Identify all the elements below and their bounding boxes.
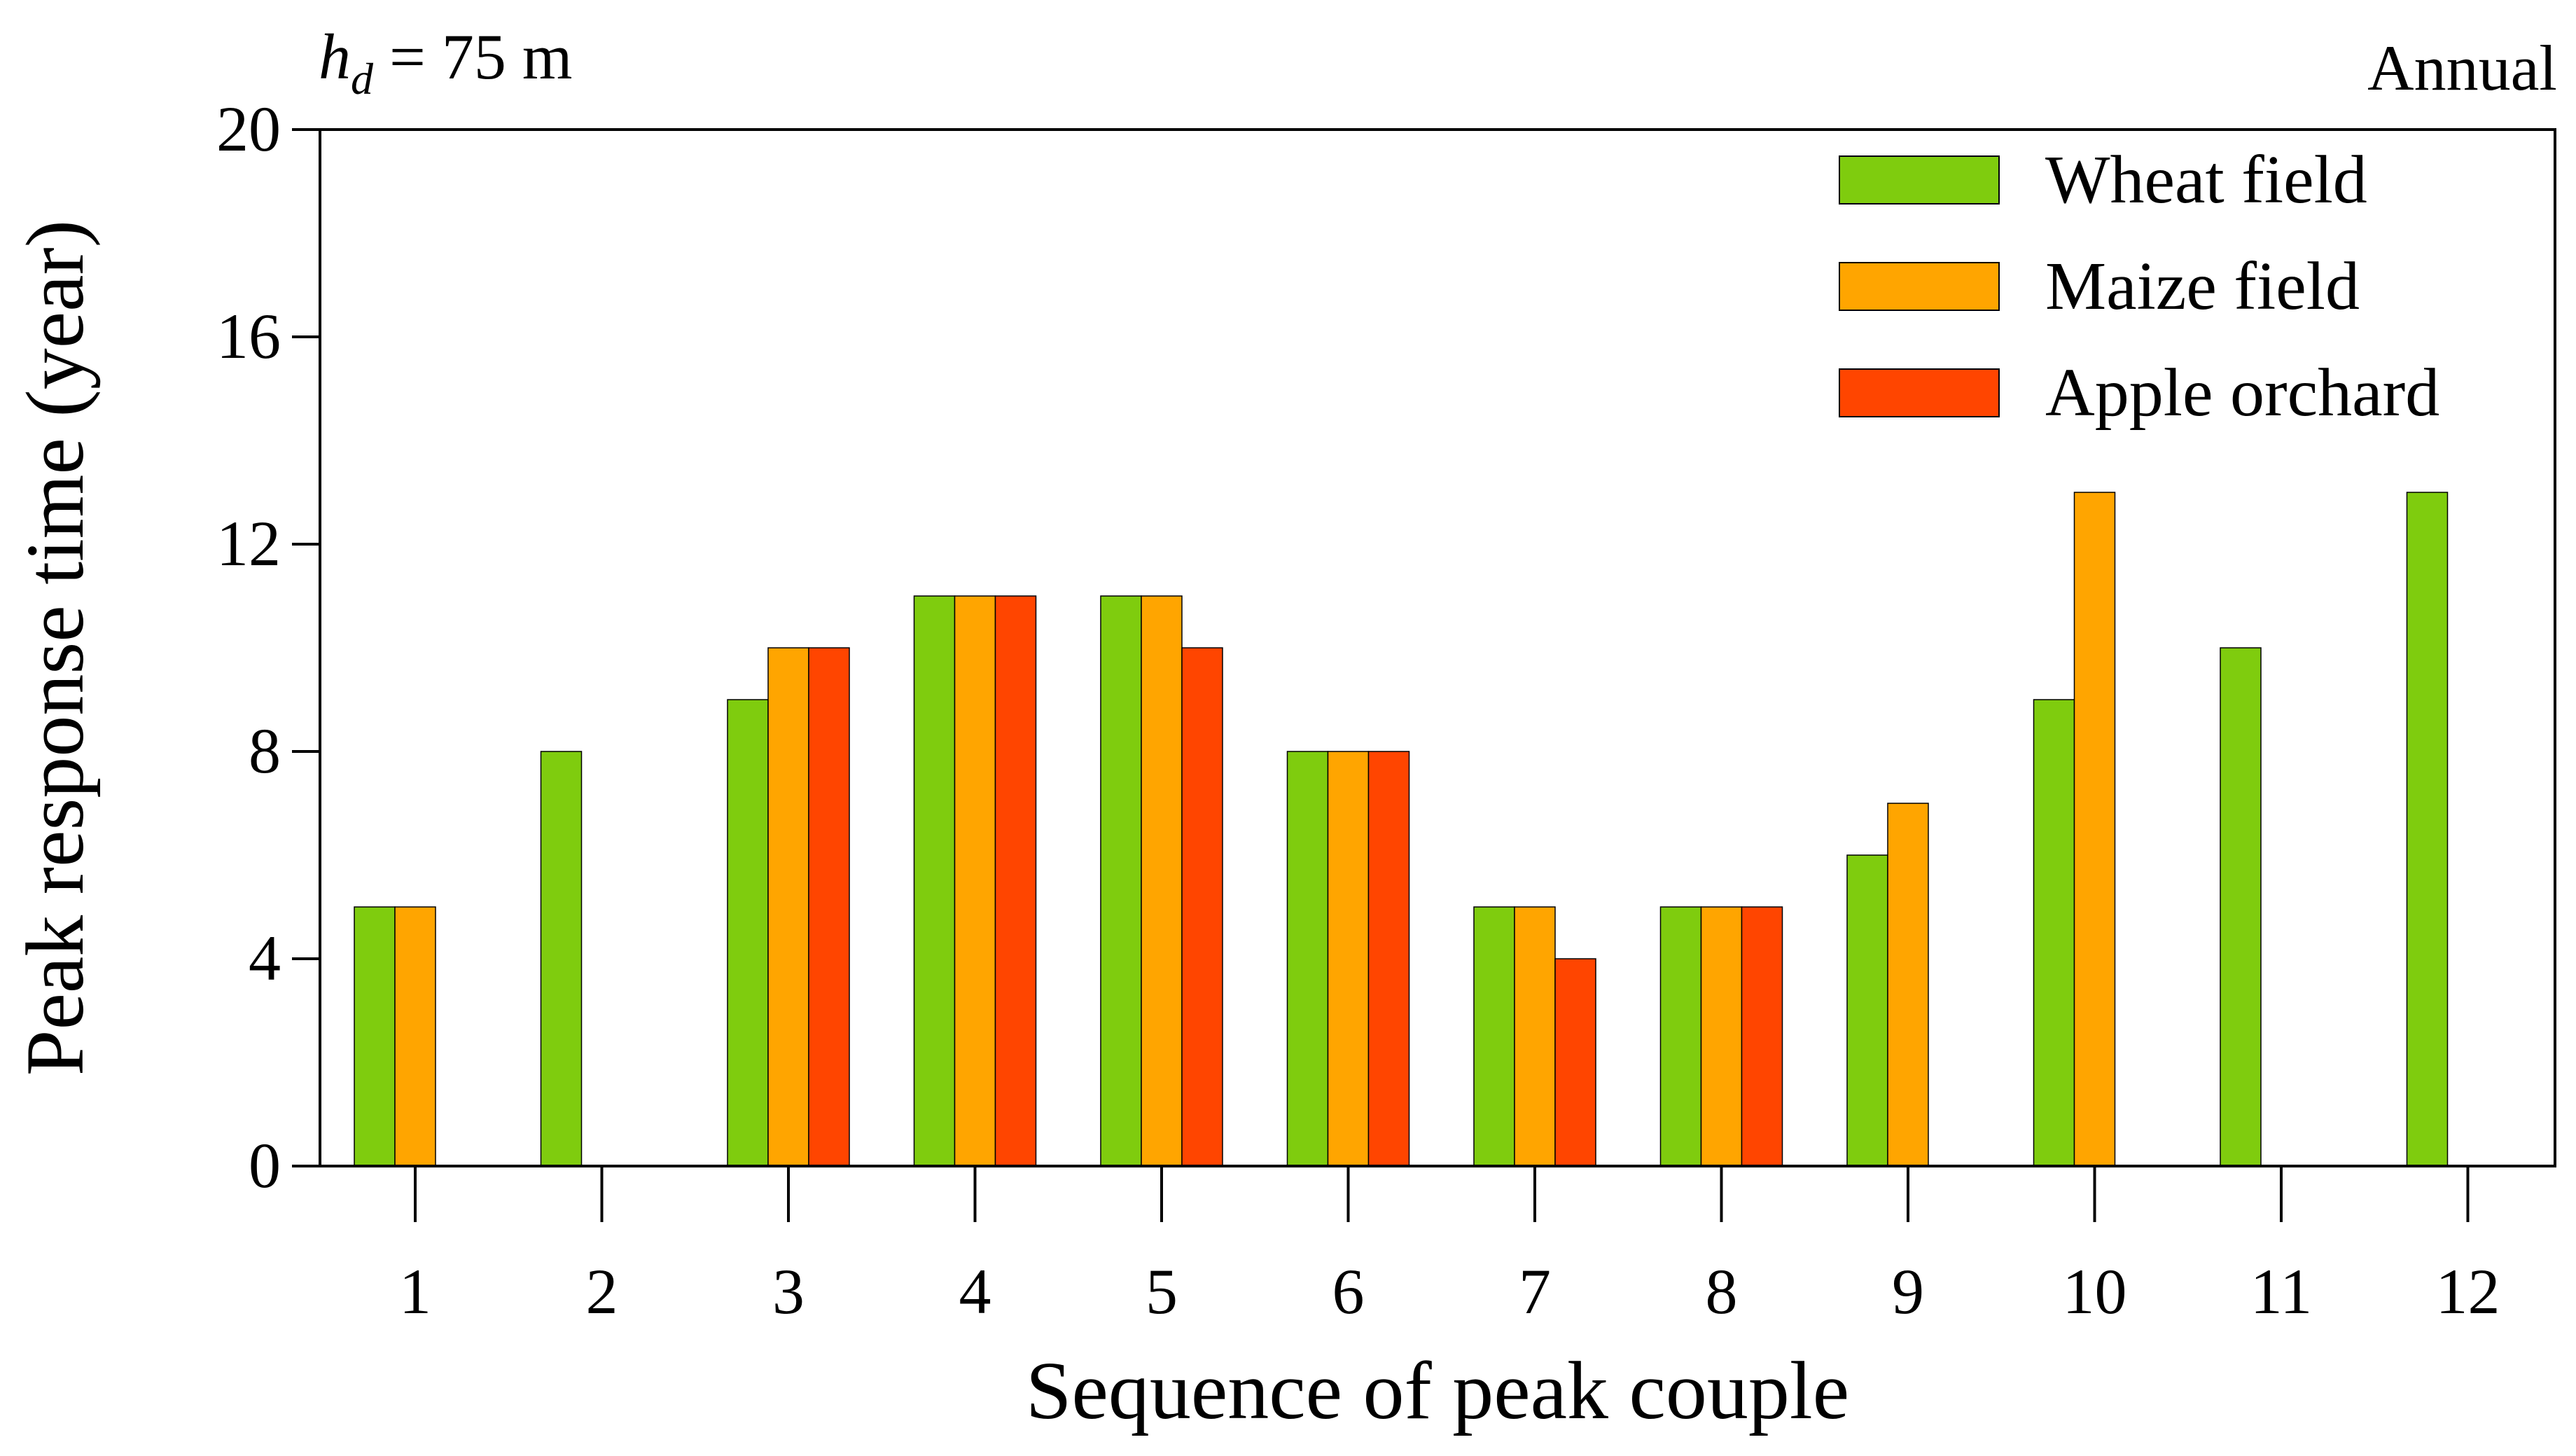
y-tick-label: 20 [216, 93, 281, 165]
y-tick-label: 8 [249, 715, 281, 786]
x-axis: 1 2 3 4 5 6 7 8 9 10 11 12 [399, 1166, 2500, 1327]
annotation-subscript: d [351, 54, 374, 104]
bar-maize-field-1 [394, 906, 436, 1167]
annotation-hd: hd = 75 m [319, 21, 572, 104]
bar-maize-field-8 [1700, 906, 1743, 1167]
bar-wheat-field-12 [2406, 492, 2449, 1167]
bars-layer [354, 492, 2449, 1167]
bar-maize-field-9 [1887, 803, 1929, 1167]
bar-wheat-field-6 [1286, 751, 1329, 1167]
bar-wheat-field-1 [354, 906, 396, 1167]
legend: Wheat field Maize field Apple orchard [1839, 142, 2439, 431]
bar-apple-orchard-7 [1554, 958, 1596, 1167]
y-tick-label: 0 [249, 1130, 281, 1201]
y-tick-label: 4 [249, 922, 281, 994]
x-tick-label: 8 [1706, 1256, 1738, 1327]
bar-apple-orchard-4 [994, 595, 1037, 1167]
x-tick-label: 6 [1332, 1256, 1365, 1327]
bar-wheat-field-2 [540, 751, 583, 1167]
plot-frame [319, 128, 2556, 1167]
x-tick-label: 5 [1146, 1256, 1178, 1327]
bar-maize-field-7 [1514, 906, 1556, 1167]
bar-wheat-field-5 [1100, 595, 1142, 1167]
legend-swatch [1839, 368, 2000, 417]
y-tick-label: 12 [216, 508, 281, 579]
x-tick-label: 2 [586, 1256, 618, 1327]
annotation-rest: = 75 m [373, 21, 572, 92]
bar-apple-orchard-3 [808, 647, 850, 1167]
x-tick-label: 7 [1519, 1256, 1551, 1327]
bar-maize-field-3 [767, 647, 809, 1167]
bar-wheat-field-10 [2033, 699, 2075, 1167]
legend-swatch [1839, 262, 2000, 311]
x-tick-label: 9 [1892, 1256, 1924, 1327]
legend-label: Apple orchard [2045, 355, 2439, 431]
bar-maize-field-10 [2073, 492, 2116, 1167]
x-tick-label: 4 [959, 1256, 991, 1327]
bar-apple-orchard-8 [1741, 906, 1783, 1167]
x-tick-label: 3 [772, 1256, 805, 1327]
y-axis: 0 4 8 12 16 20 [216, 93, 320, 1201]
bar-wheat-field-11 [2220, 647, 2262, 1167]
bar-wheat-field-9 [1846, 854, 1888, 1167]
legend-swatch [1839, 155, 2000, 204]
legend-label: Wheat field [2045, 142, 2367, 218]
bar-maize-field-4 [954, 595, 996, 1167]
x-tick-label: 1 [399, 1256, 431, 1327]
annotation-annual: Annual [2367, 32, 2557, 104]
x-tick-label: 10 [2063, 1256, 2127, 1327]
x-axis-label: Sequence of peak couple [1026, 1345, 1849, 1436]
bar-wheat-field-8 [1659, 906, 1702, 1167]
y-tick-label: 16 [216, 300, 281, 372]
annotation-symbol: h [319, 21, 351, 92]
bar-maize-field-6 [1327, 751, 1370, 1167]
bar-apple-orchard-5 [1181, 647, 1223, 1167]
bar-maize-field-5 [1141, 595, 1183, 1167]
bar-wheat-field-4 [913, 595, 956, 1167]
y-axis-label: Peak response time (year) [9, 220, 101, 1076]
bar-apple-orchard-6 [1367, 751, 1410, 1167]
x-tick-label: 12 [2436, 1256, 2500, 1327]
bar-wheat-field-3 [727, 699, 769, 1167]
bar-wheat-field-7 [1473, 906, 1515, 1167]
x-tick-label: 11 [2250, 1256, 2313, 1327]
legend-label: Maize field [2045, 249, 2360, 324]
